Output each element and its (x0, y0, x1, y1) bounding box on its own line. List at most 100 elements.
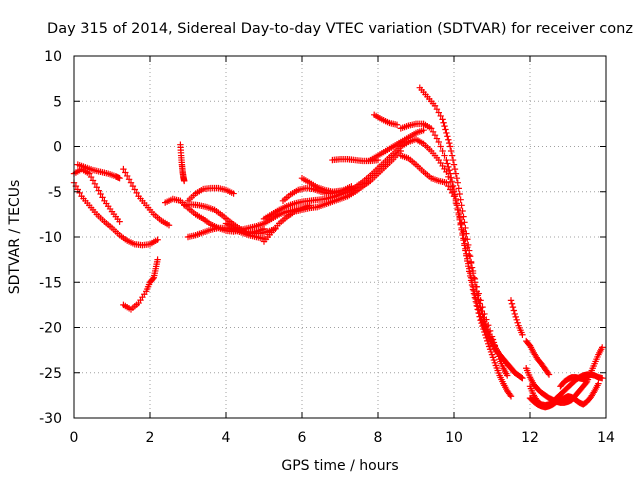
data-points (70, 84, 606, 411)
data-point (125, 176, 133, 183)
data-point (131, 186, 138, 193)
data-point (466, 272, 474, 280)
data-point (483, 316, 490, 323)
data-point (99, 194, 106, 201)
x-tick-label: 6 (298, 430, 307, 446)
data-point (435, 138, 442, 146)
data-point (508, 300, 516, 307)
data-point (129, 182, 137, 190)
data-point (443, 168, 450, 176)
data-point (454, 179, 461, 186)
data-point (595, 380, 602, 387)
data-point (154, 256, 161, 263)
data-point (97, 190, 104, 198)
x-tick-label: 10 (445, 430, 463, 446)
data-point (458, 220, 465, 227)
data-point (514, 319, 521, 326)
data-point (481, 328, 488, 336)
data-point (450, 161, 458, 168)
data-point (122, 169, 129, 176)
series-track5 (120, 256, 161, 313)
data-point (437, 143, 444, 150)
data-point (519, 374, 526, 382)
data-point (76, 189, 83, 197)
data-point (469, 267, 477, 275)
data-point (473, 283, 480, 290)
data-point (459, 207, 466, 215)
data-point (336, 187, 344, 195)
data-point (454, 206, 461, 214)
series-track4 (120, 165, 173, 229)
data-point (443, 129, 450, 137)
series-track28 (557, 374, 591, 390)
data-point (476, 313, 483, 320)
data-point (462, 236, 469, 243)
data-point (230, 190, 237, 197)
data-point (479, 322, 486, 330)
data-point (133, 189, 140, 197)
data-point (448, 189, 456, 197)
data-point (445, 136, 452, 143)
data-point (488, 333, 496, 340)
data-point (507, 393, 515, 400)
data-point (440, 119, 447, 126)
x-tick-label: 0 (70, 430, 79, 446)
data-point (477, 317, 484, 324)
data-point (583, 376, 591, 384)
data-point (518, 374, 525, 381)
data-point (87, 173, 95, 181)
data-point (472, 298, 480, 305)
data-point (478, 320, 485, 327)
data-point (348, 183, 355, 190)
data-point (116, 218, 123, 225)
series-track27 (526, 380, 602, 411)
y-tick-label: -5 (48, 185, 62, 201)
data-point (507, 297, 515, 304)
x-tick-label: 8 (374, 430, 383, 446)
data-point (509, 303, 517, 311)
data-point (93, 184, 100, 191)
data-point (479, 303, 486, 311)
data-point (483, 334, 490, 342)
axes: 0 2 4 6 8 10 12 14 10 5 0 -5 -10 -15 -20 -25 -30 (39, 49, 615, 446)
data-point (491, 342, 499, 349)
data-point (124, 172, 131, 180)
data-point (471, 294, 479, 301)
data-point (457, 221, 464, 228)
y-axis-title: SDTVAR / TECUs (7, 180, 23, 295)
data-point (447, 178, 454, 185)
data-point (475, 290, 482, 297)
grid (74, 56, 606, 418)
data-point (429, 128, 437, 135)
data-point (481, 310, 488, 318)
data-point (473, 302, 480, 309)
data-point (441, 152, 448, 159)
data-point (480, 325, 487, 333)
y-tick-label: -15 (39, 275, 62, 291)
y-tick-label: -10 (39, 230, 62, 246)
data-point (452, 199, 460, 207)
series-track1 (70, 179, 161, 249)
data-point (471, 275, 479, 283)
data-point (181, 177, 188, 185)
data-point (165, 222, 173, 229)
data-point (154, 236, 161, 243)
data-point (428, 125, 435, 132)
data-point (464, 243, 471, 251)
data-point (486, 327, 494, 335)
y-tick-label: 5 (53, 94, 62, 110)
data-point (445, 173, 452, 181)
data-point (445, 163, 452, 171)
data-point (446, 167, 453, 174)
data-point (510, 307, 518, 314)
data-point (512, 313, 519, 321)
data-point (462, 247, 469, 254)
series-track11 (222, 220, 268, 236)
data-point (433, 135, 441, 142)
series-track26 (523, 337, 553, 378)
data-point (452, 170, 460, 177)
x-tick-label: 2 (146, 430, 155, 446)
data-point (465, 262, 472, 270)
x-tick-label: 4 (222, 430, 231, 446)
